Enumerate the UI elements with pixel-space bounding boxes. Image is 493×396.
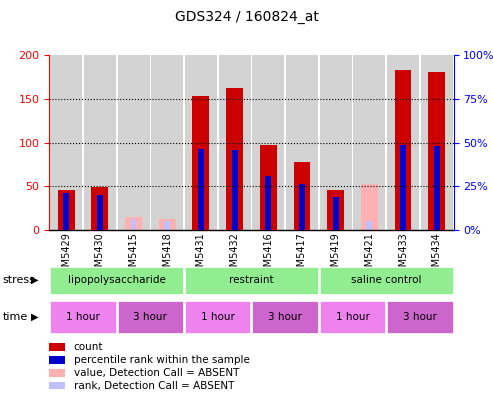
Text: 1 hour: 1 hour [336, 312, 369, 322]
Bar [333, 196, 339, 230]
Bar [421, 55, 453, 230]
Bar [366, 221, 372, 230]
Text: stress: stress [2, 275, 35, 285]
Bar [198, 148, 204, 230]
Bar [185, 301, 250, 333]
Bar [164, 221, 170, 230]
Bar [327, 190, 344, 230]
Text: count: count [73, 342, 103, 352]
Bar [50, 267, 183, 293]
Bar [353, 55, 386, 230]
Text: ▶: ▶ [31, 312, 38, 322]
Text: percentile rank within the sample: percentile rank within the sample [73, 355, 249, 365]
Bar [49, 356, 66, 364]
Bar [252, 301, 318, 333]
Bar [232, 150, 238, 230]
Bar [91, 187, 108, 230]
Text: 1 hour: 1 hour [201, 312, 235, 322]
Text: lipopolysaccharide: lipopolysaccharide [68, 275, 166, 285]
Bar [58, 190, 74, 230]
Bar [434, 146, 440, 230]
Bar [260, 145, 277, 230]
Bar [319, 55, 352, 230]
Bar [400, 145, 406, 230]
Bar [49, 369, 66, 377]
Bar [50, 301, 116, 333]
Bar [131, 219, 137, 230]
Bar [49, 382, 66, 390]
Bar [63, 193, 69, 230]
Text: 3 hour: 3 hour [403, 312, 437, 322]
Text: saline control: saline control [351, 275, 422, 285]
Text: 3 hour: 3 hour [268, 312, 302, 322]
Bar [299, 185, 305, 230]
Text: 3 hour: 3 hour [134, 312, 167, 322]
Bar [265, 176, 271, 230]
Bar [320, 267, 453, 293]
Text: restraint: restraint [229, 275, 274, 285]
Bar [252, 55, 284, 230]
Bar [97, 195, 103, 230]
Bar [286, 55, 318, 230]
Text: rank, Detection Call = ABSENT: rank, Detection Call = ABSENT [73, 381, 234, 390]
Bar [49, 343, 66, 351]
Bar [387, 55, 419, 230]
Bar [394, 70, 412, 230]
Bar [125, 217, 142, 230]
Bar [361, 185, 378, 230]
Bar [387, 301, 453, 333]
Bar [293, 162, 311, 230]
Bar [185, 267, 318, 293]
Bar [185, 55, 217, 230]
Bar [226, 88, 243, 230]
Text: ▶: ▶ [31, 275, 38, 285]
Bar [50, 55, 82, 230]
Bar [192, 96, 210, 230]
Bar [117, 55, 149, 230]
Text: time: time [2, 312, 28, 322]
Bar [159, 219, 176, 230]
Text: GDS324 / 160824_at: GDS324 / 160824_at [175, 10, 318, 24]
Bar [218, 55, 250, 230]
Bar [320, 301, 385, 333]
Bar [84, 55, 116, 230]
Bar [118, 301, 183, 333]
Text: value, Detection Call = ABSENT: value, Detection Call = ABSENT [73, 368, 239, 378]
Text: 1 hour: 1 hour [66, 312, 100, 322]
Bar [428, 72, 445, 230]
Bar [151, 55, 183, 230]
